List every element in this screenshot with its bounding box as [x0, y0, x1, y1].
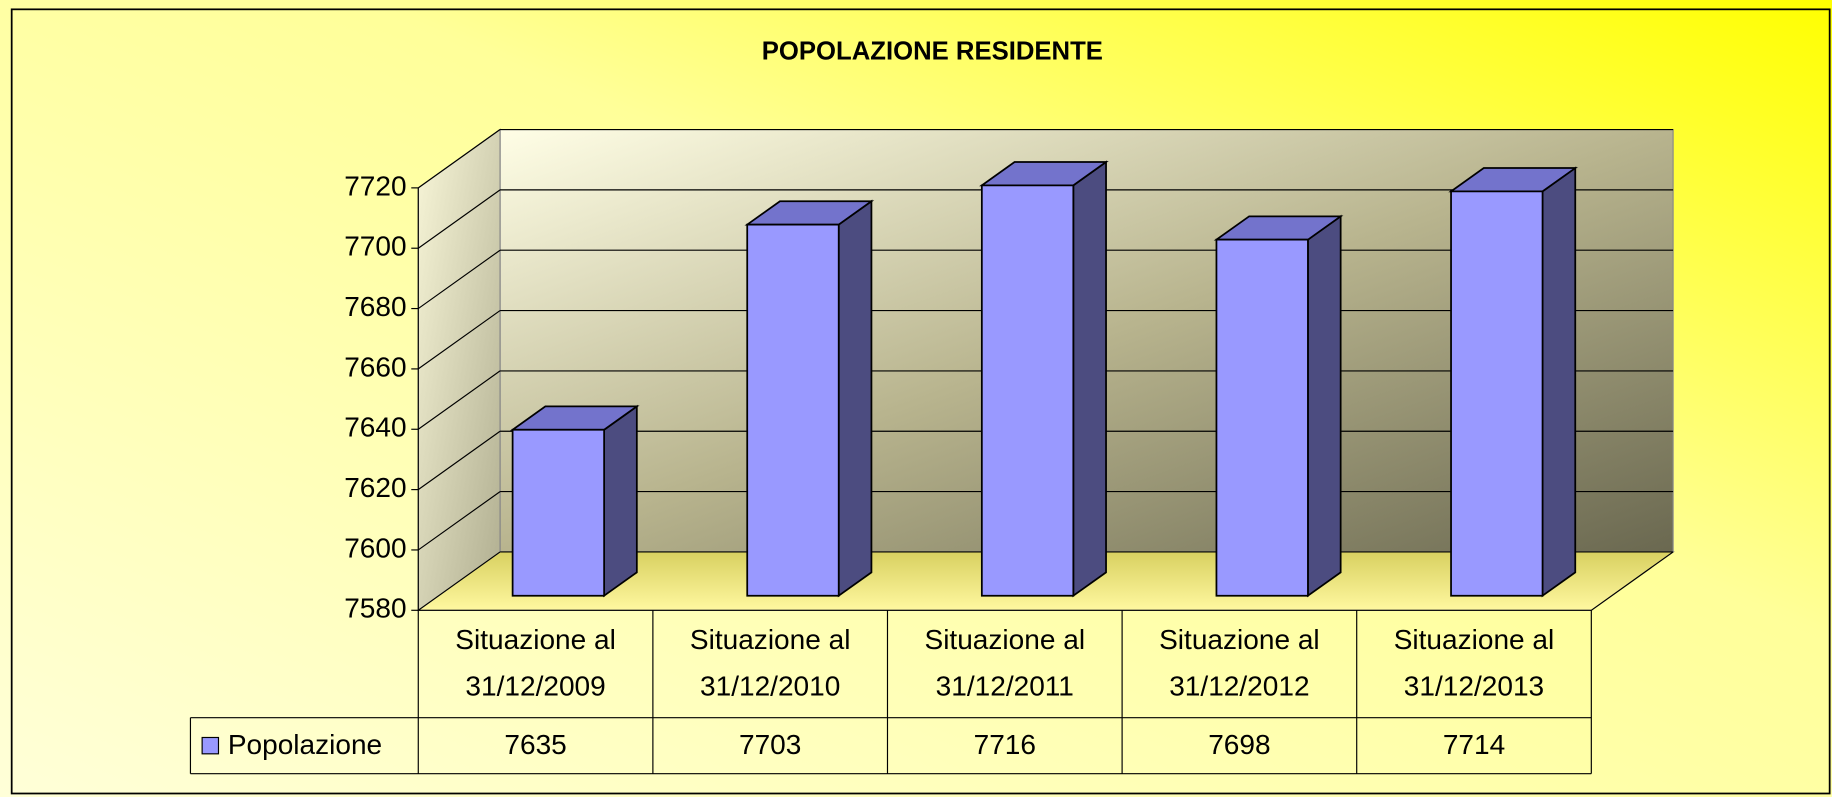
y-tick-label: 7660 [344, 351, 406, 382]
floor-edge [1590, 551, 1674, 611]
y-tick-label: 7600 [344, 532, 406, 563]
y-tick-label: 7640 [344, 412, 406, 443]
y-tick-label: 7680 [344, 291, 406, 322]
category-cell: Situazione al 31/12/2011 [924, 624, 1086, 703]
category-cell: Situazione al 31/12/2009 [455, 624, 616, 703]
bar-front [1450, 190, 1544, 597]
grid-line [417, 551, 501, 611]
bar-side [837, 199, 873, 598]
x-tick-label: Situazione al 31/12/2012 [1159, 624, 1320, 703]
bar-side [603, 404, 638, 598]
grid-line [417, 491, 501, 551]
category-cell: Situazione al 31/12/2013 [1393, 624, 1555, 703]
bar-front [1215, 238, 1309, 597]
y-tick-label: 7620 [344, 472, 406, 503]
x-tick-label: Situazione al 31/12/2009 [455, 624, 616, 703]
grid-line [417, 129, 501, 189]
category-cell: Situazione al 31/12/2012 [1159, 624, 1320, 703]
x-tick-label: Situazione al 31/12/2013 [1393, 624, 1555, 703]
category-cell: Situazione al 31/12/2010 [689, 624, 851, 703]
chart-title: POPOLAZIONE RESIDENTE [762, 37, 1103, 65]
frame [10, 8, 1831, 795]
y-tick-label: 7580 [344, 593, 406, 624]
grid-line [417, 370, 501, 430]
x-tick-label: Situazione al 31/12/2011 [924, 624, 1086, 703]
grid-line [417, 249, 501, 310]
table-value: 7703 [739, 729, 801, 760]
table-value: 7635 [504, 729, 566, 760]
legend-swatch [201, 736, 220, 755]
bar-side [1072, 160, 1107, 598]
bar-side [1541, 166, 1577, 598]
y-tick-label: 7700 [344, 231, 406, 262]
legend-label: Popolazione [228, 729, 382, 760]
y-tick-label: 7720 [344, 170, 406, 201]
table-value: 7714 [1443, 729, 1505, 760]
side-wall [417, 128, 501, 612]
bar-side [1307, 214, 1342, 598]
table-value: 7698 [1208, 729, 1270, 760]
bar-front [746, 223, 840, 597]
grid-line [417, 310, 501, 370]
bar-front [980, 184, 1075, 597]
x-tick-label: Situazione al 31/12/2010 [689, 624, 851, 703]
grid-line [417, 189, 501, 249]
grid-line [417, 430, 501, 491]
table-value: 7716 [974, 729, 1036, 760]
bar-front [511, 428, 605, 597]
